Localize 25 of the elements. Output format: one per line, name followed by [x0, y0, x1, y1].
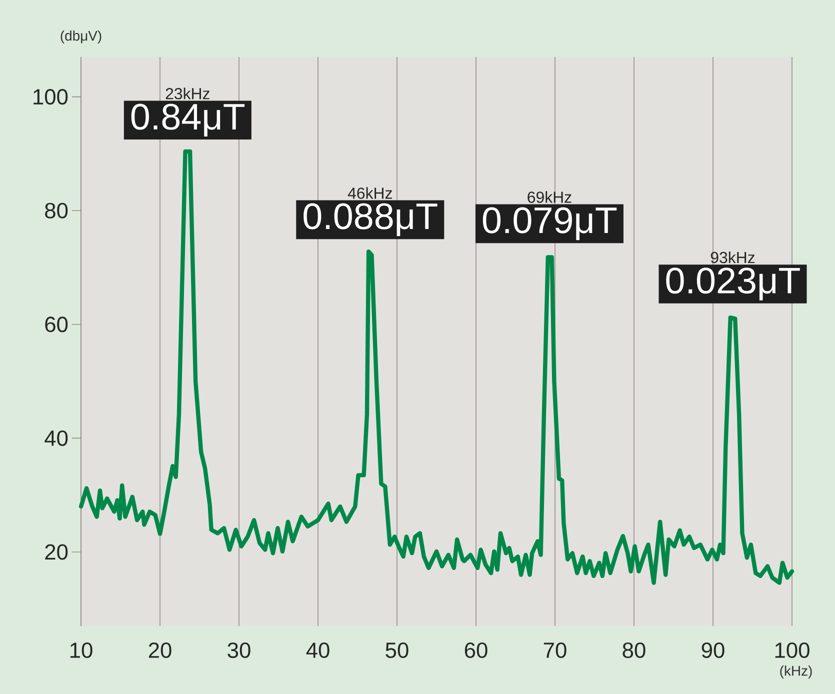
x-tick-label: 40: [306, 642, 330, 658]
x-tick-label: 90: [702, 642, 724, 658]
annotation: 0.84μT: [131, 104, 245, 137]
x-tick-label: 50: [386, 642, 408, 658]
x-tick-label: 30: [228, 642, 250, 658]
x-tick-label: 60: [464, 642, 488, 658]
y-tick-label: 40: [44, 430, 68, 446]
annotation: 46kHz: [348, 187, 392, 199]
x-tick-label: 80: [622, 642, 646, 658]
y-axis-title: (dbμV): [60, 30, 102, 44]
annotation: 69kHz: [528, 191, 572, 203]
x-tick-label: 10: [70, 642, 92, 658]
x-tick-label: 20: [148, 642, 172, 658]
y-tick-label: 60: [45, 316, 68, 332]
y-tick-label: 100: [34, 89, 68, 105]
x-axis-title: (kHz): [780, 666, 812, 678]
annotation: 0.023μT: [666, 268, 800, 300]
y-tick-label: 80: [45, 202, 68, 218]
annotation: 23kHz: [166, 88, 210, 100]
annotation: 93kHz: [710, 251, 755, 264]
x-tick-label: 100: [775, 642, 810, 658]
annotation: 0.088μT: [304, 203, 438, 236]
y-tick-label: 20: [45, 544, 68, 560]
x-tick-label: 70: [544, 642, 566, 658]
annotation: 0.079μT: [482, 207, 617, 240]
